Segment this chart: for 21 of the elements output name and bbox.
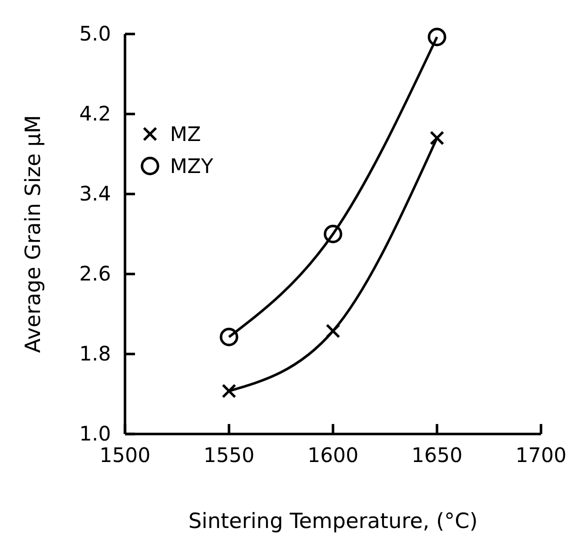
y-tick-label: 4.2 bbox=[79, 101, 111, 126]
x-axis-title: Sintering Temperature, (°C) bbox=[188, 509, 478, 533]
y-axis-title: Average Grain Size μM bbox=[21, 115, 45, 353]
y-tick-label: 2.6 bbox=[79, 261, 111, 286]
x-tick-label: 1500 bbox=[100, 443, 150, 468]
point bbox=[430, 130, 444, 146]
point bbox=[428, 28, 446, 46]
point bbox=[222, 384, 236, 398]
point bbox=[324, 224, 342, 244]
legend-label: MZ bbox=[170, 122, 201, 146]
x-tick-label: 1600 bbox=[308, 443, 358, 468]
y-tick-label: 3.4 bbox=[79, 181, 111, 206]
x-tick-label: 1550 bbox=[204, 443, 254, 468]
x-tick-label: 1650 bbox=[412, 443, 462, 468]
x-tick-label: 1700 bbox=[516, 443, 566, 468]
point bbox=[220, 328, 238, 346]
point bbox=[326, 324, 340, 338]
legend-label: MZY bbox=[170, 154, 214, 178]
y-tick-label: 1.8 bbox=[79, 341, 111, 366]
y-tick-label: 5.0 bbox=[79, 21, 111, 46]
y-tick-label: 1.0 bbox=[79, 421, 111, 446]
